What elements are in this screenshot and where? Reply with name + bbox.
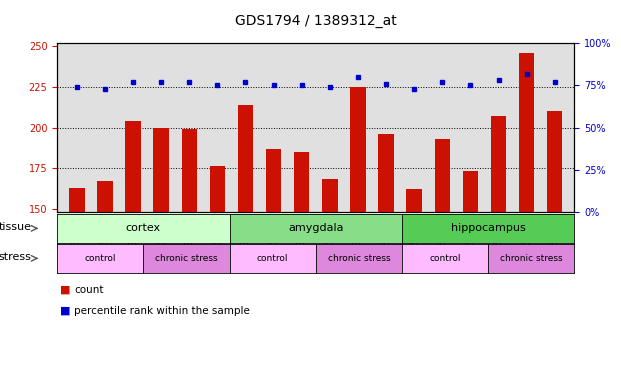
Text: GDS1794 / 1389312_at: GDS1794 / 1389312_at (235, 14, 397, 28)
Text: chronic stress: chronic stress (500, 254, 563, 263)
Bar (435, 139, 450, 212)
Text: stress: stress (0, 252, 32, 262)
Bar (378, 134, 394, 212)
Bar (407, 189, 422, 212)
Text: ■: ■ (60, 306, 71, 315)
Text: count: count (74, 285, 104, 295)
Bar (153, 128, 169, 212)
Bar (125, 121, 141, 212)
Text: cortex: cortex (126, 224, 161, 233)
Text: chronic stress: chronic stress (327, 254, 390, 263)
Bar (97, 181, 112, 212)
Bar (181, 129, 197, 212)
Bar (463, 171, 478, 212)
Bar (238, 105, 253, 212)
Bar (547, 111, 563, 212)
Bar (294, 152, 309, 212)
Text: hippocampus: hippocampus (451, 224, 525, 233)
Text: control: control (429, 254, 461, 263)
Bar (210, 166, 225, 212)
Text: ■: ■ (60, 285, 71, 295)
Bar (69, 188, 84, 212)
Bar (350, 87, 366, 212)
Bar (519, 53, 534, 212)
Bar (491, 116, 506, 212)
Text: control: control (257, 254, 288, 263)
Bar (266, 148, 281, 212)
Text: chronic stress: chronic stress (155, 254, 218, 263)
Text: percentile rank within the sample: percentile rank within the sample (74, 306, 250, 315)
Text: tissue: tissue (0, 222, 32, 232)
Text: amygdala: amygdala (288, 224, 343, 233)
Bar (322, 179, 338, 212)
Text: control: control (84, 254, 116, 263)
